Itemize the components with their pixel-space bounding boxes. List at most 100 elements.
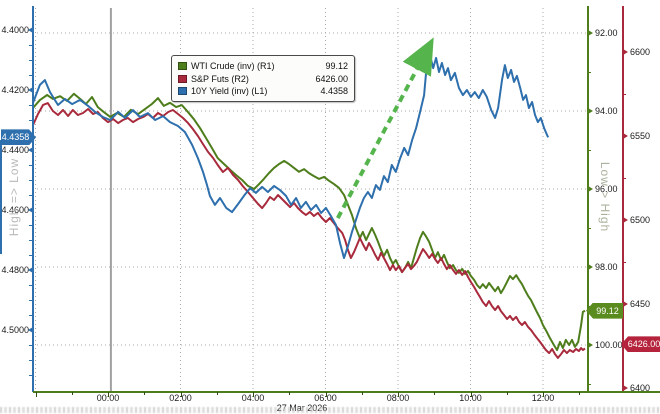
last-value-badge-wti-crude: 99.12 <box>586 302 623 319</box>
time-axis-tick-label: 08:00 <box>386 393 410 403</box>
time-axis-tick-mark <box>71 392 73 395</box>
axis-r1-tick-arrow <box>588 108 593 114</box>
axis-l1-minor-tick <box>29 315 33 316</box>
axis-r2-tick-label: 6400 <box>630 382 651 393</box>
time-axis-tick-mark <box>579 392 581 395</box>
time-axis-tick-mark <box>543 392 544 397</box>
axis-l1-tick-label: 4.4600 <box>1 204 29 215</box>
axis-l1-minor-tick <box>29 345 33 346</box>
axis-r1-tick-label: 98.00 <box>595 261 618 272</box>
axis-l1-tick-arrow <box>28 87 33 93</box>
time-axis-tick-mark <box>470 392 472 397</box>
axis-l1-tick-label: 4.4000 <box>1 24 29 35</box>
left-axis-line-10y <box>32 6 34 392</box>
time-axis-tick-mark <box>506 392 508 395</box>
legend-item: WTI Crude (inv) (R1) 99.12 <box>178 60 348 73</box>
axis-l1-minor-tick <box>29 45 33 46</box>
axis-r1-minor-tick <box>588 228 591 229</box>
axis-r1-minor-tick <box>588 72 591 73</box>
axis-l1-minor-tick <box>29 300 33 301</box>
axis-r2-tick-label: 6450 <box>630 298 651 309</box>
axis-l1-minor-tick <box>29 360 33 361</box>
time-axis-tick-mark <box>289 392 291 395</box>
axis-l1-tick-arrow <box>28 327 33 333</box>
legend-series-value: 4.4358 <box>320 86 348 97</box>
legend-box: WTI Crude (inv) (R1) 99.12 S&P Futs (R2) 64… <box>171 55 355 102</box>
axis-l1-minor-tick <box>29 225 33 226</box>
time-axis-tick-label: 06:00 <box>314 393 337 403</box>
axis-l1-tick-label: 4.4400 <box>1 144 29 155</box>
legend-series-label: S&P Futs (R2) <box>191 73 249 84</box>
axis-r1-tick-arrow <box>588 186 593 192</box>
axis-l1-minor-tick <box>29 75 33 76</box>
axis-l1-minor-tick <box>29 240 33 241</box>
axis-l1-minor-tick <box>29 255 33 256</box>
time-axis-tick-mark <box>434 392 436 395</box>
axis-l1-tick-arrow <box>28 207 33 213</box>
time-axis-tick-mark <box>180 392 182 397</box>
legend-swatch <box>178 87 187 96</box>
bottom-axis-line <box>33 391 660 393</box>
axis-r2-tick-arrow <box>623 301 628 307</box>
axis-r1-minor-tick <box>588 384 591 385</box>
time-axis-tick-mark <box>108 392 109 397</box>
axis-r1-tick-label: 96.00 <box>595 183 618 194</box>
time-axis-tick-mark <box>35 392 37 397</box>
axis-r2-tick-label: 6500 <box>630 214 651 225</box>
axis-r1-tick-label: 100.00 <box>595 339 623 350</box>
axis-r1-tick-arrow <box>588 342 593 348</box>
axis-r1-tick-arrow <box>588 264 593 270</box>
time-axis-tick-mark <box>325 392 327 397</box>
axis-r2-tick-arrow <box>623 385 628 391</box>
axis-l1-tick-label: 4.5000 <box>1 324 29 335</box>
series-line-wti-crude-inv-r1 <box>32 92 586 352</box>
axis-l1-tick-label: 4.4200 <box>1 84 29 95</box>
time-axis-tick-label: 00:00 <box>96 393 120 403</box>
axis-r2-tick-label: 6550 <box>630 130 651 141</box>
axis-l1-minor-tick <box>29 165 33 166</box>
axis-r2-tick-arrow <box>623 217 628 223</box>
cutoff-footer-text-noise <box>0 407 660 413</box>
time-axis-tick-label: 10:00 <box>459 393 482 403</box>
last-value-badge-sp-futures: 6426.00 <box>621 336 660 353</box>
time-axis-tick-label: 04:00 <box>241 393 265 403</box>
legend-item: S&P Futs (R2) 6426.00 <box>178 73 348 86</box>
axis-r2-minor-tick <box>623 94 626 95</box>
axis-r1-tick-arrow <box>588 30 593 36</box>
legend-swatch <box>178 74 187 83</box>
axis-l1-minor-tick <box>29 285 33 286</box>
last-value-badge-10y-yield: 4.4358 <box>1 129 36 146</box>
axis-r2-tick-label: 6600 <box>630 46 651 57</box>
axis-r1-minor-tick <box>588 150 591 151</box>
time-axis-tick-mark <box>398 392 399 397</box>
legend-series-label: WTI Crude (inv) (R1) <box>191 61 275 72</box>
axis-l1-tick-arrow <box>28 267 33 273</box>
series-line-s-p-futs-r2 <box>32 102 586 359</box>
time-axis-tick-label: 02:00 <box>169 393 192 403</box>
left-axis-caption: High => Low <box>7 157 21 237</box>
axis-r1-tick-label: 92.00 <box>595 27 618 38</box>
axis-r2-tick-arrow <box>623 49 628 55</box>
axis-l1-minor-tick <box>29 195 33 196</box>
time-axis-tick-mark <box>144 392 146 395</box>
right-inner-axis-line-wti <box>587 6 589 392</box>
legend-series-label: 10Y Yield (inv) (L1) <box>191 86 268 97</box>
time-axis-tick-mark <box>253 392 254 397</box>
axis-l1-minor-tick <box>29 120 33 121</box>
axis-l1-minor-tick <box>29 60 33 61</box>
axis-l1-tick-arrow <box>28 27 33 33</box>
axis-r2-tick-arrow <box>623 133 628 139</box>
axis-r1-tick-label: 94.00 <box>595 105 618 116</box>
legend-swatch <box>178 62 187 71</box>
axis-r2-minor-tick <box>623 178 626 179</box>
axis-l1-tick-label: 4.4800 <box>1 264 29 275</box>
right-outer-axis-line-spx <box>622 6 624 392</box>
axis-r2-minor-tick <box>623 262 626 263</box>
axis-r1-minor-tick <box>588 306 591 307</box>
time-axis-tick-label: 12:00 <box>531 393 555 403</box>
legend-series-value: 6426.00 <box>315 73 348 84</box>
legend-item: 10Y Yield (inv) (L1) 4.4358 <box>178 85 348 98</box>
time-axis-tick-mark <box>361 392 363 395</box>
time-axis-tick-mark <box>216 392 218 395</box>
